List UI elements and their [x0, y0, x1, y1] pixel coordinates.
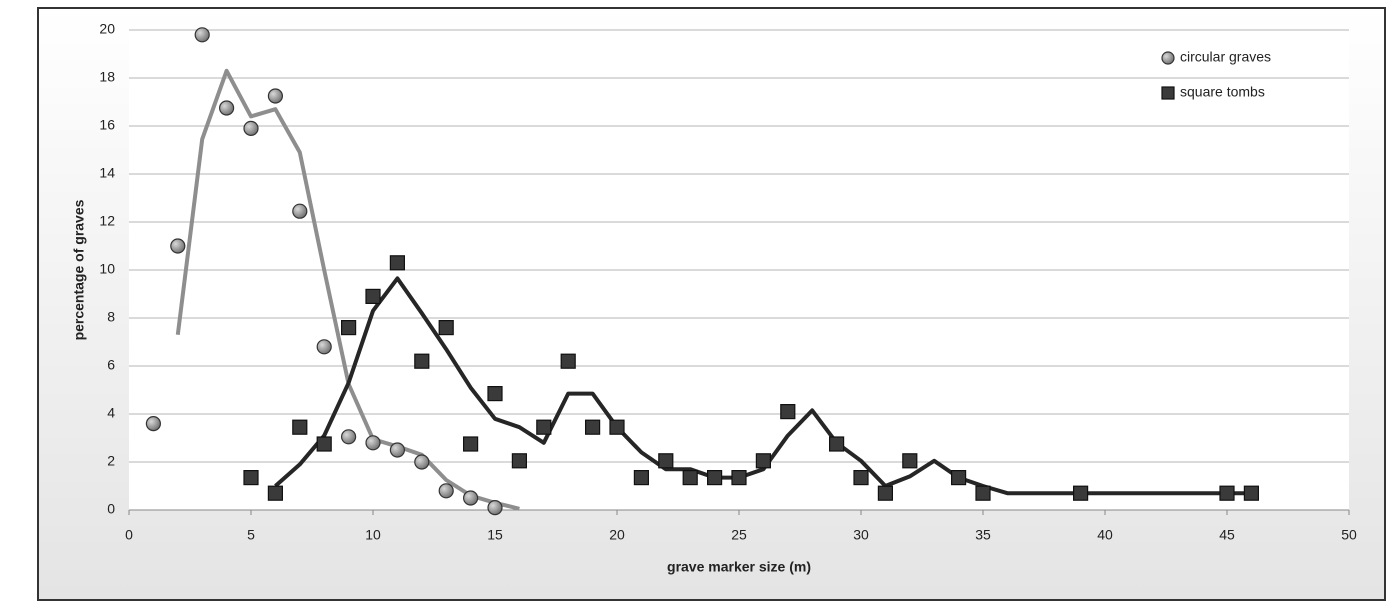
point — [243, 470, 259, 486]
x-tick-label: 30 — [853, 527, 869, 543]
y-tick-label: 18 — [99, 69, 115, 85]
point — [975, 485, 991, 501]
x-tick-label: 50 — [1341, 527, 1357, 543]
point — [633, 470, 650, 486]
y-tick-label: 16 — [99, 117, 115, 133]
point — [292, 419, 308, 435]
x-tick-label: 45 — [1219, 527, 1235, 543]
point — [584, 419, 601, 435]
point — [414, 454, 430, 470]
y-tick-label: 8 — [107, 309, 115, 325]
point — [511, 453, 528, 469]
point — [267, 485, 283, 501]
point — [438, 320, 454, 336]
point — [341, 429, 357, 445]
y-tick-label: 6 — [107, 357, 115, 373]
x-tick-label: 10 — [365, 527, 381, 543]
y-tick-label: 0 — [107, 501, 115, 517]
x-tick-label: 0 — [125, 527, 133, 543]
x-tick-label: 20 — [609, 527, 625, 543]
x-tick-label: 25 — [731, 527, 747, 543]
legend-label: square tombs — [1180, 84, 1265, 100]
y-tick-label: 12 — [99, 213, 115, 229]
trend-line — [274, 276, 1252, 496]
point — [389, 442, 405, 458]
y-tick-label: 4 — [107, 405, 115, 421]
point — [950, 470, 967, 486]
point — [292, 203, 308, 219]
point — [706, 470, 723, 486]
point — [658, 453, 674, 469]
x-tick-label: 35 — [975, 527, 991, 543]
point — [731, 470, 747, 486]
x-axis-label: grave marker size (m) — [667, 559, 811, 575]
point — [219, 100, 235, 116]
point — [463, 436, 479, 452]
point — [243, 120, 259, 136]
point — [853, 470, 869, 486]
point — [316, 436, 332, 452]
point — [170, 238, 186, 254]
y-tick-label: 14 — [99, 165, 115, 181]
point — [145, 416, 161, 432]
x-tick-label: 15 — [487, 527, 503, 543]
point — [365, 435, 381, 451]
y-axis-label: percentage of graves — [71, 199, 87, 340]
y-tick-label: 20 — [99, 21, 115, 37]
point — [1243, 485, 1260, 501]
point — [365, 288, 381, 304]
point — [194, 27, 210, 43]
legend-marker — [1161, 51, 1175, 65]
point — [609, 419, 625, 435]
point — [267, 88, 283, 104]
point — [341, 320, 357, 336]
point — [1072, 485, 1089, 501]
point — [487, 500, 503, 516]
point — [536, 419, 552, 435]
point — [780, 404, 796, 420]
point — [438, 483, 454, 499]
legend-label: circular graves — [1180, 49, 1271, 65]
point — [414, 353, 430, 369]
x-tick-label: 40 — [1097, 527, 1113, 543]
point — [389, 255, 405, 271]
point — [755, 453, 772, 469]
point — [487, 386, 503, 402]
y-tick-label: 10 — [99, 261, 115, 277]
point — [1219, 485, 1235, 501]
legend-marker — [1161, 86, 1175, 100]
point — [682, 470, 698, 486]
point — [902, 453, 918, 469]
x-tick-label: 5 — [247, 527, 255, 543]
point — [560, 353, 576, 369]
y-tick-label: 2 — [107, 453, 115, 469]
point — [463, 490, 479, 506]
point — [877, 485, 894, 501]
point — [316, 339, 332, 355]
point — [828, 436, 845, 452]
